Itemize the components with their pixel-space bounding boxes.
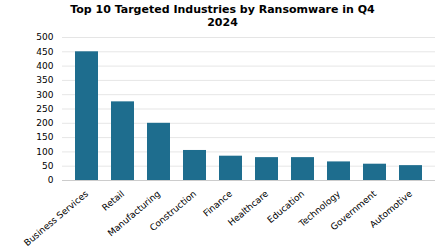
svg-text:0: 0 (48, 175, 54, 185)
svg-text:Government: Government (328, 188, 379, 233)
svg-text:50: 50 (42, 161, 54, 171)
svg-text:100: 100 (36, 147, 53, 157)
svg-text:Technology: Technology (297, 188, 343, 229)
svg-text:Finance: Finance (201, 188, 234, 218)
svg-text:200: 200 (36, 118, 53, 128)
svg-text:Construction: Construction (148, 189, 198, 234)
svg-text:Healthcare: Healthcare (226, 188, 270, 227)
svg-text:350: 350 (36, 75, 53, 85)
svg-text:Education: Education (265, 188, 307, 226)
svg-text:150: 150 (36, 132, 53, 142)
svg-text:300: 300 (36, 90, 53, 100)
svg-text:Business Services: Business Services (22, 188, 90, 248)
svg-text:450: 450 (36, 47, 53, 57)
svg-text:Automotive: Automotive (368, 188, 415, 229)
svg-text:500: 500 (36, 32, 53, 42)
svg-text:250: 250 (36, 104, 53, 114)
svg-text:Retail: Retail (100, 189, 126, 213)
svg-text:400: 400 (36, 61, 53, 71)
svg-text:Manufacturing: Manufacturing (105, 188, 163, 239)
html-text:Top 10 Targeted Industries by: Top 10 Targeted Industries by Ransomware… (70, 3, 375, 29)
